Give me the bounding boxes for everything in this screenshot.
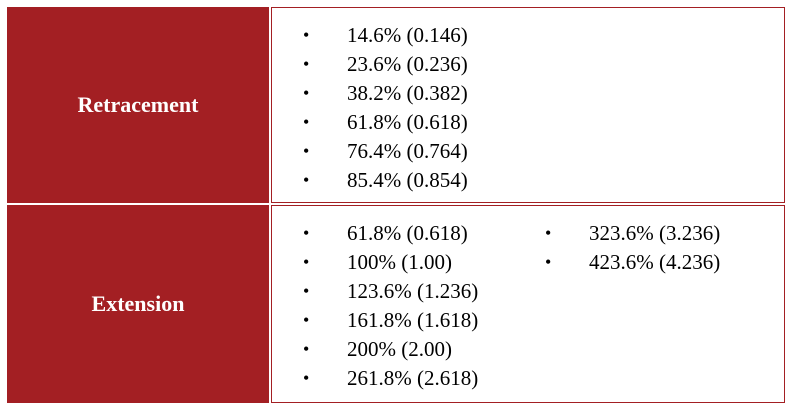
- bullet-icon: •: [303, 281, 310, 301]
- bullet-icon: •: [545, 223, 552, 243]
- bullet-icon: •: [303, 54, 310, 74]
- bullet-icon: •: [303, 141, 310, 161]
- extension-levels-list-right: • 323.6% (3.236) • 423.6% (4.236): [545, 219, 720, 277]
- level-value: 23.6% (0.236): [347, 52, 468, 76]
- level-value: 85.4% (0.854): [347, 168, 468, 192]
- level-value: 61.8% (0.618): [347, 110, 468, 134]
- level-value: 200% (2.00): [347, 337, 452, 361]
- list-item: • 261.8% (2.618): [303, 364, 478, 393]
- list-item: • 14.6% (0.146): [303, 21, 468, 50]
- level-value: 38.2% (0.382): [347, 81, 468, 105]
- extension-levels-list-left: • 61.8% (0.618) • 100% (1.00) • 123.6% (1.2…: [303, 219, 478, 393]
- bullet-icon: •: [545, 252, 552, 272]
- level-value: 100% (1.00): [347, 250, 452, 274]
- level-value: 76.4% (0.764): [347, 139, 468, 163]
- extension-label-cell: Extension: [7, 205, 269, 403]
- extension-row: Extension • 61.8% (0.618) • 100% (1.00) • 1…: [7, 205, 787, 403]
- list-item: • 200% (2.00): [303, 335, 478, 364]
- bullet-icon: •: [303, 368, 310, 388]
- list-item: • 38.2% (0.382): [303, 79, 468, 108]
- bullet-icon: •: [303, 83, 310, 103]
- level-value: 123.6% (1.236): [347, 279, 479, 303]
- level-value: 14.6% (0.146): [347, 23, 468, 47]
- level-value: 423.6% (4.236): [589, 250, 721, 274]
- list-item: • 23.6% (0.236): [303, 50, 468, 79]
- list-item: • 85.4% (0.854): [303, 166, 468, 195]
- bullet-icon: •: [303, 252, 310, 272]
- bullet-icon: •: [303, 310, 310, 330]
- list-item: • 423.6% (4.236): [545, 248, 720, 277]
- retracement-label-cell: Retracement: [7, 7, 269, 203]
- level-value: 261.8% (2.618): [347, 366, 479, 390]
- extension-label: Extension: [91, 291, 185, 316]
- retracement-row: Retracement • 14.6% (0.146) • 23.6% (0.236…: [7, 7, 787, 203]
- level-value: 61.8% (0.618): [347, 221, 468, 245]
- bullet-icon: •: [303, 339, 310, 359]
- bullet-icon: •: [303, 25, 310, 45]
- list-item: • 323.6% (3.236): [545, 219, 720, 248]
- list-item: • 123.6% (1.236): [303, 277, 478, 306]
- retracement-label: Retracement: [77, 92, 199, 117]
- retracement-levels-list: • 14.6% (0.146) • 23.6% (0.236) • 38.2% (0.…: [303, 21, 468, 195]
- bullet-icon: •: [303, 112, 310, 132]
- list-item: • 61.8% (0.618): [303, 219, 478, 248]
- list-item: • 161.8% (1.618): [303, 306, 478, 335]
- list-item: • 61.8% (0.618): [303, 108, 468, 137]
- bullet-icon: •: [303, 223, 310, 243]
- list-item: • 76.4% (0.764): [303, 137, 468, 166]
- fibonacci-levels-table: Retracement • 14.6% (0.146) • 23.6% (0.236…: [7, 7, 787, 403]
- extension-levels-cell: • 61.8% (0.618) • 100% (1.00) • 123.6% (1.2…: [271, 205, 785, 403]
- level-value: 161.8% (1.618): [347, 308, 479, 332]
- list-item: • 100% (1.00): [303, 248, 478, 277]
- level-value: 323.6% (3.236): [589, 221, 721, 245]
- retracement-levels-cell: • 14.6% (0.146) • 23.6% (0.236) • 38.2% (0.…: [271, 7, 785, 203]
- bullet-icon: •: [303, 170, 310, 190]
